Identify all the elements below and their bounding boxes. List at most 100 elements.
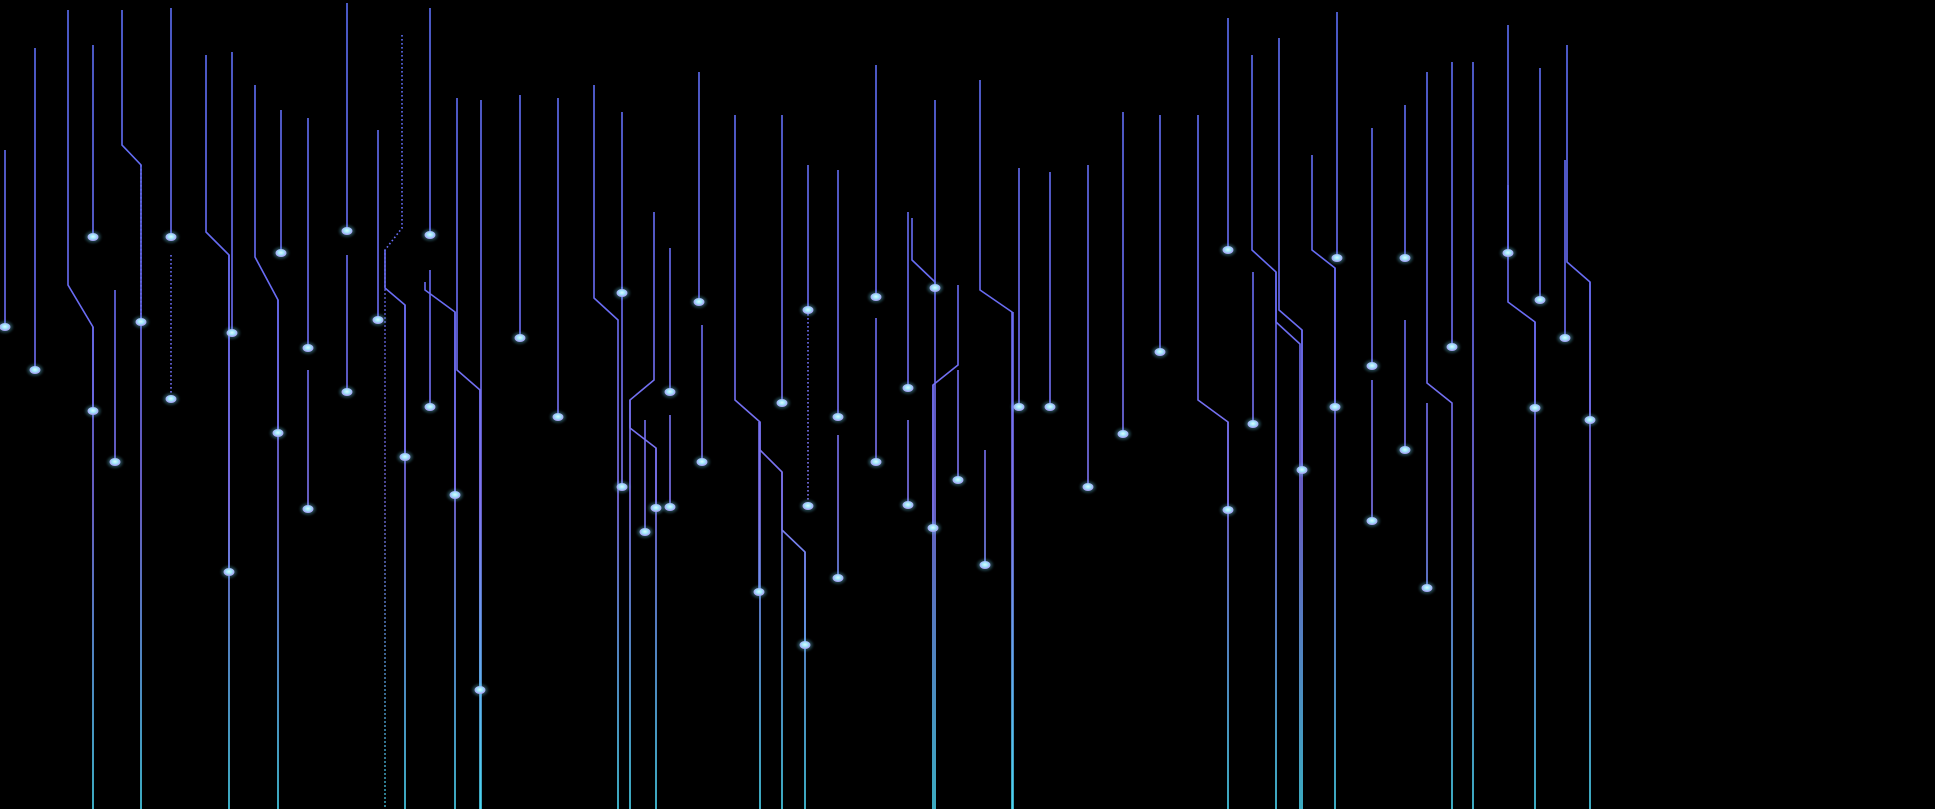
- circuit-trace: [1251, 55, 1277, 809]
- trace-node-dot: [163, 393, 179, 405]
- dot-core: [1296, 466, 1308, 474]
- trace-node-dot: [1364, 515, 1380, 527]
- dot-core: [1559, 334, 1571, 342]
- node-dot-layer: [0, 225, 1598, 696]
- dot-core: [696, 458, 708, 466]
- trace-node-dot: [691, 296, 707, 308]
- dot-core: [1584, 416, 1596, 424]
- dot-core: [424, 231, 436, 239]
- circuit-trace: [424, 282, 456, 809]
- trace-node-dot: [339, 225, 355, 237]
- circuit-trace: [593, 85, 619, 809]
- circuit-trace: [67, 10, 94, 809]
- dot-core: [870, 458, 882, 466]
- dot-core: [1222, 506, 1234, 514]
- circuit-trace: [629, 212, 655, 809]
- trace-node-dot: [107, 456, 123, 468]
- dot-core: [832, 413, 844, 421]
- dot-core: [927, 524, 939, 532]
- trace-node-dot: [133, 316, 149, 328]
- dot-core: [341, 227, 353, 235]
- trace-node-dot: [1327, 401, 1343, 413]
- trace-node-dot: [422, 401, 438, 413]
- trace-node-dot: [950, 474, 966, 486]
- dot-core: [341, 388, 353, 396]
- trace-node-dot: [797, 639, 813, 651]
- trace-node-dot: [85, 231, 101, 243]
- dot-core: [372, 316, 384, 324]
- dot-core: [449, 491, 461, 499]
- dot-core: [870, 293, 882, 301]
- trace-node-dot: [1294, 464, 1310, 476]
- trace-node-dot: [27, 364, 43, 376]
- dot-core: [616, 483, 628, 491]
- trace-node-dot: [830, 572, 846, 584]
- dot-core: [1446, 343, 1458, 351]
- trace-node-dot: [925, 522, 941, 534]
- dot-core: [799, 641, 811, 649]
- trace-node-dot: [1532, 294, 1548, 306]
- dot-core: [424, 403, 436, 411]
- trace-node-dot: [1080, 481, 1096, 493]
- trace-node-dot: [614, 287, 630, 299]
- trace-node-dot: [1220, 244, 1236, 256]
- circuit-trace: [1197, 115, 1229, 809]
- dot-core: [165, 233, 177, 241]
- dot-core: [776, 399, 788, 407]
- circuit-trace: [781, 472, 806, 809]
- trace-node-dot: [774, 397, 790, 409]
- circuit-trace: [254, 85, 279, 809]
- trace-node-dot: [1329, 252, 1345, 264]
- dot-core: [1534, 296, 1546, 304]
- circuit-trace: [759, 422, 783, 809]
- dot-core: [1117, 430, 1129, 438]
- circuit-trace: [1275, 272, 1301, 809]
- dot-core: [514, 334, 526, 342]
- dot-core: [664, 388, 676, 396]
- dot-core: [1331, 254, 1343, 262]
- dot-core: [302, 505, 314, 513]
- trace-node-dot: [270, 427, 286, 439]
- trace-node-dot: [163, 231, 179, 243]
- circuit-trace: [734, 115, 761, 809]
- trace-node-dot: [868, 456, 884, 468]
- trace-node-dot: [1500, 247, 1516, 259]
- circuit-trace: [384, 35, 403, 809]
- trace-node-dot: [300, 342, 316, 354]
- dot-core: [1013, 403, 1025, 411]
- trace-node-dot: [397, 451, 413, 463]
- trace-node-dot: [800, 500, 816, 512]
- trace-node-dot: [472, 684, 488, 696]
- dot-core: [1247, 420, 1259, 428]
- trace-node-dot: [1152, 346, 1168, 358]
- dot-core: [1399, 446, 1411, 454]
- dot-core: [552, 413, 564, 421]
- circuit-trace: [456, 98, 481, 809]
- trace-node-dot: [648, 502, 664, 514]
- dot-core: [693, 298, 705, 306]
- dot-core: [272, 429, 284, 437]
- dot-core: [1222, 246, 1234, 254]
- trace-node-dot: [1011, 401, 1027, 413]
- dot-core: [639, 528, 651, 536]
- trace-node-dot: [512, 332, 528, 344]
- dot-core: [109, 458, 121, 466]
- trace-node-dot: [662, 501, 678, 513]
- trace-node-dot: [927, 282, 943, 294]
- trace-node-dot: [1220, 504, 1236, 516]
- trace-node-dot: [1115, 428, 1131, 440]
- trace-node-dot: [830, 411, 846, 423]
- trace-node-dot: [751, 586, 767, 598]
- trace-node-dot: [1582, 414, 1598, 426]
- dot-core: [302, 344, 314, 352]
- dot-core: [1421, 584, 1433, 592]
- dot-core: [664, 503, 676, 511]
- circuit-trace: [1426, 72, 1453, 809]
- trace-node-dot: [224, 327, 240, 339]
- trace-node-dot: [447, 489, 463, 501]
- circuit-trace: [979, 80, 1013, 809]
- circuit-trace: [1311, 155, 1336, 809]
- dot-core: [802, 306, 814, 314]
- trace-node-dot: [550, 411, 566, 423]
